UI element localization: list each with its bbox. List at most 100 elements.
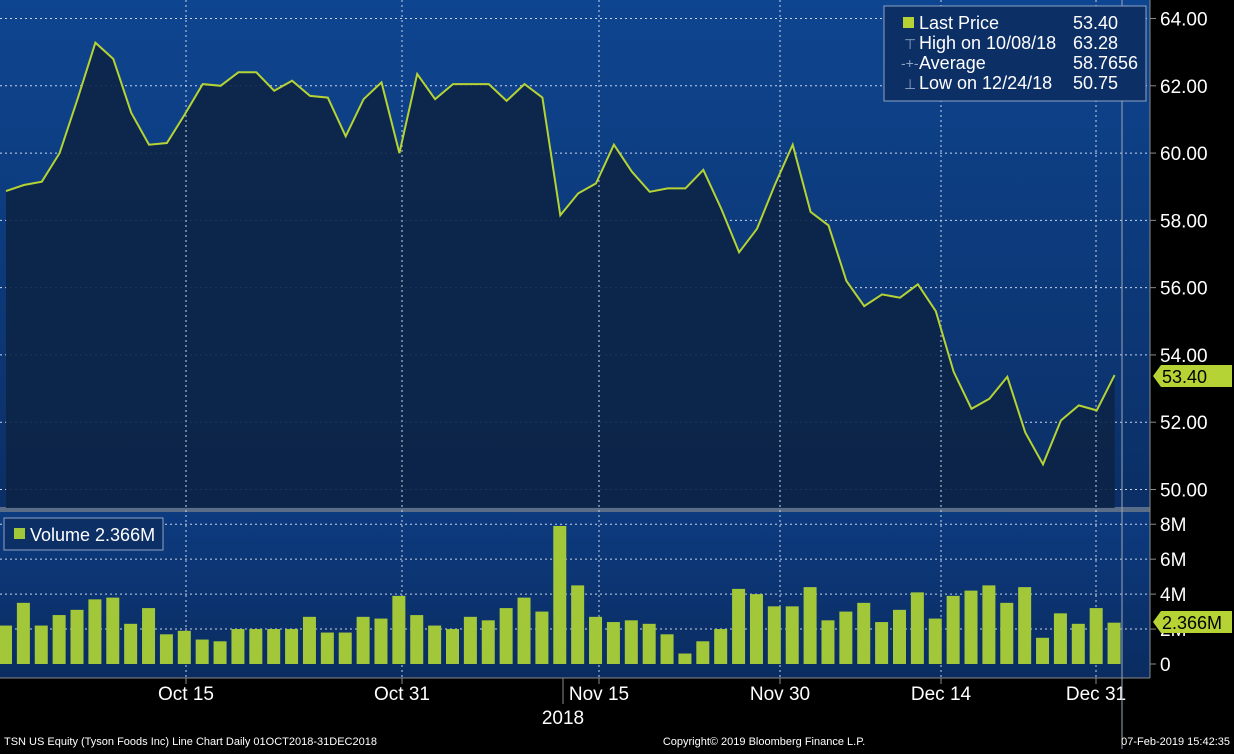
volume-bar <box>1053 613 1067 664</box>
volume-bar <box>463 616 477 664</box>
volume-bar <box>213 641 227 664</box>
volume-bar <box>767 606 781 664</box>
volume-tick-label: 8M <box>1160 515 1186 536</box>
volume-bar <box>517 597 531 664</box>
volume-tick-label: 6M <box>1160 550 1186 571</box>
volume-bar <box>374 618 388 664</box>
footer-security: TSN US Equity (Tyson Foods Inc) Line Cha… <box>4 736 377 748</box>
volume-bar <box>821 620 835 664</box>
price-line <box>5 40 1116 467</box>
volume-bar <box>553 525 567 664</box>
volume-bar <box>732 588 746 664</box>
legend-average-label: Average <box>919 53 986 73</box>
volume-bar <box>660 634 674 664</box>
volume-bar <box>1036 637 1050 664</box>
price-tick-label: 62.00 <box>1160 77 1208 98</box>
volume-bar <box>606 622 620 664</box>
volume-bar <box>481 620 495 664</box>
volume-bar <box>946 595 960 664</box>
footer-copyright: Copyright© 2019 Bloomberg Finance L.P. <box>663 736 865 748</box>
last-price-swatch <box>903 17 914 28</box>
volume-bar <box>285 629 299 664</box>
volume-bar <box>499 608 513 664</box>
volume-bar <box>142 608 156 664</box>
volume-bar <box>624 620 638 664</box>
volume-bar <box>785 606 799 664</box>
legend-last-label: Last Price <box>919 13 999 33</box>
volume-bar <box>428 625 442 664</box>
volume-bar <box>338 632 352 664</box>
volume-tag-text: 2.366M <box>1162 613 1222 633</box>
legend-low-value: 50.75 <box>1073 73 1118 93</box>
price-area <box>6 42 1115 508</box>
x-axis-area <box>0 678 1234 749</box>
high-icon: ⊤ <box>904 36 916 52</box>
volume-bar <box>857 602 871 664</box>
y-axis-area <box>1150 0 1234 678</box>
x-axis-ticks: Oct 15 Oct 31 Nov 15 Nov 30 Dec 14 Dec 31 <box>158 0 1126 749</box>
volume-bar <box>839 611 853 664</box>
price-tick-label: 56.00 <box>1160 279 1208 300</box>
price-tick-label: 64.00 <box>1160 10 1208 31</box>
price-axis-ticks: 64.00 62.00 60.00 58.00 56.00 54.00 52.00 50.00 <box>1150 10 1208 501</box>
volume-bar <box>392 595 406 664</box>
volume-bar <box>88 599 102 664</box>
volume-bar <box>1000 602 1014 664</box>
volume-bar <box>535 611 549 664</box>
volume-bar <box>70 609 84 664</box>
volume-bar <box>696 641 710 664</box>
price-tick-label: 50.00 <box>1160 480 1208 501</box>
legend-low-label: Low on 12/24/18 <box>919 73 1052 93</box>
volume-bar <box>106 597 120 664</box>
volume-legend-label: Volume 2.366M <box>30 525 155 545</box>
volume-bar <box>320 632 334 664</box>
panel-divider[interactable] <box>0 507 1150 512</box>
vertical-grid <box>185 0 1097 678</box>
volume-bar <box>0 625 12 664</box>
volume-bar <box>749 594 763 664</box>
volume-bar <box>1071 623 1085 664</box>
volume-bar <box>249 629 263 664</box>
legend-last-value: 53.40 <box>1073 13 1118 33</box>
last-price-tag-text: 53.40 <box>1162 367 1207 387</box>
volume-tick-label: 0 <box>1160 655 1171 676</box>
volume-bar <box>231 629 245 664</box>
x-tick-label: Dec 14 <box>911 684 972 705</box>
volume-bar <box>410 615 424 664</box>
x-tick-label: Nov 15 <box>569 684 629 705</box>
volume-bar <box>1089 608 1103 664</box>
price-tick-label: 54.00 <box>1160 346 1208 367</box>
price-legend: Last Price 53.40 ⊤ High on 10/08/18 63.2… <box>883 5 1147 102</box>
volume-bar <box>642 623 656 664</box>
x-tick-label: Oct 15 <box>158 684 214 705</box>
volume-bar <box>34 625 48 664</box>
volume-bar <box>1018 587 1032 664</box>
volume-bar <box>803 587 817 664</box>
volume-bar <box>910 592 924 664</box>
volume-bar <box>177 630 191 664</box>
footer-timestamp: 07-Feb-2019 15:42:35 <box>1121 736 1230 748</box>
price-tick-label: 52.00 <box>1160 413 1208 434</box>
x-axis-year: 2018 <box>542 708 584 729</box>
price-tick-label: 58.00 <box>1160 211 1208 232</box>
volume-tag: 2.366M <box>1153 611 1232 633</box>
volume-bar <box>589 616 603 664</box>
volume-bar <box>571 585 585 664</box>
volume-bar <box>356 616 370 664</box>
volume-bar <box>982 585 996 664</box>
volume-tick-label: 4M <box>1160 585 1186 606</box>
volume-bar <box>678 653 692 664</box>
x-tick-label: Oct 31 <box>374 684 430 705</box>
volume-bar <box>1107 622 1121 664</box>
volume-bars <box>0 525 1121 664</box>
volume-bar <box>52 615 66 664</box>
volume-bar <box>714 629 728 664</box>
legend-high-value: 63.28 <box>1073 33 1118 53</box>
legend-high-label: High on 10/08/18 <box>919 33 1056 53</box>
volume-bar <box>267 629 281 664</box>
volume-swatch <box>14 528 25 539</box>
price-tick-label: 60.00 <box>1160 144 1208 165</box>
volume-bar <box>928 618 942 664</box>
last-price-tag: 53.40 <box>1153 365 1232 387</box>
